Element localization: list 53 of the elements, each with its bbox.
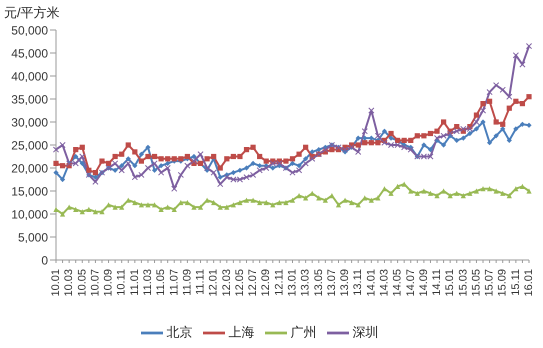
x-tick-label: 11.03 <box>142 269 154 296</box>
x-tick-label: 10.03 <box>63 269 76 297</box>
x-tick-label: 10.09 <box>102 269 115 297</box>
x-tick-label: 12.09 <box>260 269 272 297</box>
x-tick-label: 12.05 <box>234 269 246 297</box>
x-tick-label: 12.11 <box>273 269 286 296</box>
y-tick-label: 15,000 <box>11 184 48 198</box>
x-tick-label: 15.05 <box>470 269 482 297</box>
x-tick-label: 13.11 <box>352 269 364 296</box>
x-tick-label: 14.05 <box>392 269 404 297</box>
x-tick-label: 13.09 <box>339 269 352 297</box>
x-tick-label: 11.09 <box>181 269 194 296</box>
legend-label: 北京 <box>166 324 192 340</box>
x-tick-label: 10.01 <box>50 269 62 297</box>
y-tick-label: 20,000 <box>11 161 48 176</box>
x-tick-label: 15.01 <box>444 269 456 297</box>
y-tick-label: 45,000 <box>11 46 48 60</box>
x-tick-label: 15.03 <box>457 269 470 297</box>
x-tick-label: 14.11 <box>431 269 444 296</box>
x-tick-label: 13.05 <box>312 269 325 297</box>
x-tick-label: 10.11 <box>116 269 128 296</box>
x-tick-label: 12.01 <box>208 269 220 297</box>
y-tick-label: 0 <box>41 253 48 268</box>
y-axis-title: 元/平方米 <box>4 4 60 22</box>
y-tick-label: 40,000 <box>11 69 48 84</box>
x-tick-label: 15.07 <box>484 269 496 297</box>
x-tick-label: 15.11 <box>510 269 522 296</box>
x-tick-label: 13.03 <box>300 269 312 297</box>
x-tick-label: 12.03 <box>220 269 233 297</box>
x-tick-label: 13.07 <box>326 269 338 297</box>
y-tick-label: 25,000 <box>11 138 48 152</box>
legend-label: 广州 <box>290 324 316 340</box>
x-tick-label: 11.07 <box>168 269 180 296</box>
x-tick-label: 10.05 <box>76 269 88 297</box>
legend-label: 上海 <box>228 324 254 340</box>
y-tick-label: 35,000 <box>11 92 48 106</box>
x-tick-label: 14.07 <box>404 269 417 297</box>
y-tick-label: 50,000 <box>11 23 48 38</box>
x-tick-label: 11.11 <box>194 269 207 295</box>
y-tick-label: 5,000 <box>18 230 48 244</box>
x-tick-label: 11.05 <box>155 269 168 296</box>
x-tick-label: 13.01 <box>286 269 298 297</box>
x-tick-label: 14.03 <box>378 269 390 297</box>
y-tick-label: 30,000 <box>11 115 48 130</box>
x-tick-label: 16.01 <box>523 269 535 297</box>
x-tick-label: 15.09 <box>496 269 509 297</box>
x-tick-label: 14.09 <box>418 269 430 297</box>
x-tick-label: 10.07 <box>89 269 102 297</box>
legend-label: 深圳 <box>352 324 378 340</box>
x-tick-label: 11.01 <box>128 269 141 296</box>
x-tick-label: 12.07 <box>247 269 260 297</box>
y-tick-label: 10,000 <box>11 207 48 222</box>
x-tick-label: 14.01 <box>365 269 378 297</box>
